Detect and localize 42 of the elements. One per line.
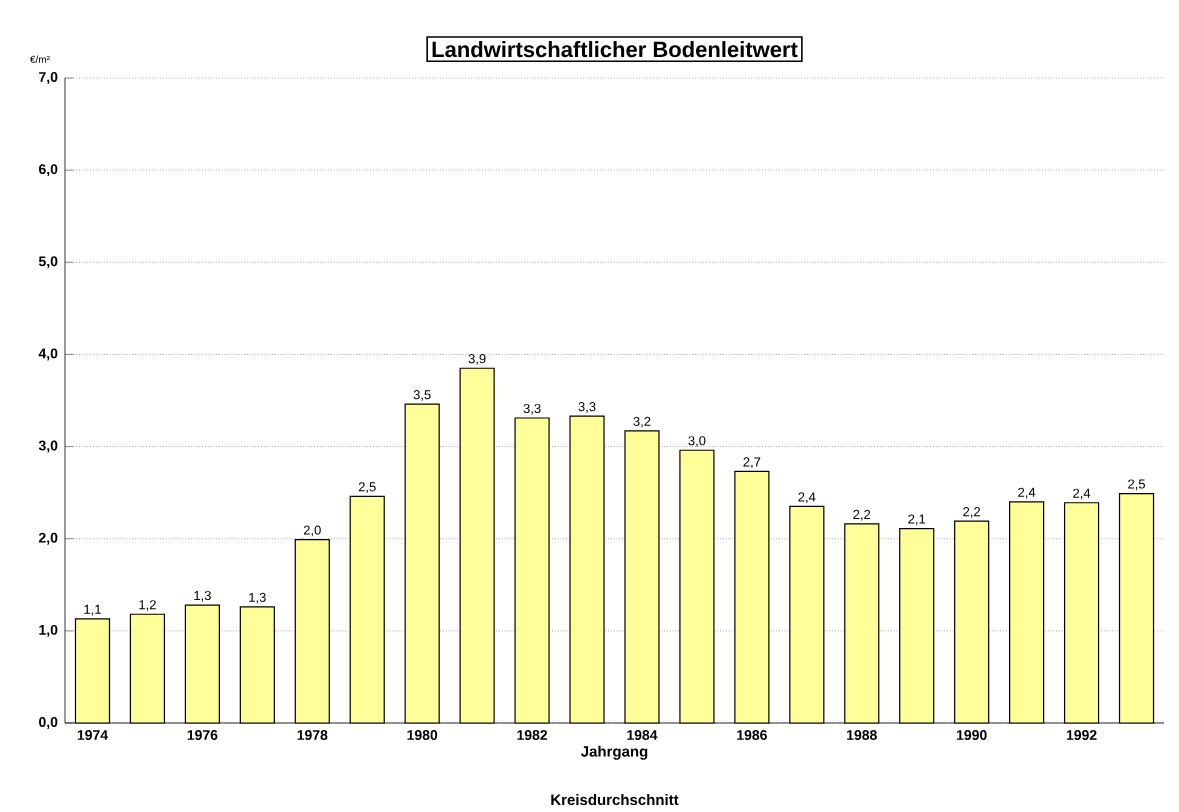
data-label: 2,0 — [303, 525, 321, 537]
x-tick-label: 1982 — [517, 730, 548, 741]
data-label: 2,4 — [1018, 487, 1036, 499]
data-label: 3,2 — [633, 416, 651, 428]
y-tick-label: 5,0 — [38, 256, 58, 269]
data-label: 2,2 — [963, 507, 981, 518]
y-axis-title: €/m² — [30, 55, 50, 64]
data-label: 3,3 — [578, 402, 596, 413]
x-tick-label: 1992 — [1066, 730, 1097, 741]
data-label: 1,3 — [194, 591, 211, 602]
y-tick-label: 0,0 — [39, 717, 58, 730]
x-axis-title: Jahrgang — [580, 745, 648, 760]
chart-title: Landwirtschaftlicher Bodenleitwert — [432, 41, 798, 58]
x-tick-label: 1988 — [847, 730, 877, 741]
x-tick-label: 1980 — [407, 730, 438, 741]
y-tick-label: 6,0 — [38, 164, 58, 177]
y-tick-label: 4,0 — [38, 348, 58, 361]
data-label: 1,3 — [249, 592, 266, 604]
y-tick-label: 2,0 — [38, 532, 58, 545]
y-tick-label: 7,0 — [39, 72, 58, 85]
data-label: 3,3 — [523, 404, 541, 415]
data-label: 2,4 — [1073, 488, 1091, 500]
data-label: 3,9 — [468, 354, 486, 365]
y-tick-label: 3,0 — [38, 440, 58, 453]
data-label: 2,4 — [798, 492, 816, 504]
x-tick-label: 1990 — [956, 730, 987, 741]
data-label: 1,2 — [139, 600, 156, 611]
data-label: 2,5 — [358, 482, 376, 494]
x-tick-label: 1976 — [187, 730, 218, 741]
text: Kreisdurchschnitt — [551, 794, 679, 806]
data-label: 2,5 — [1128, 479, 1146, 491]
x-tick-label: 1984 — [627, 730, 658, 741]
y-tick-label: 1,0 — [39, 625, 58, 637]
data-label: 2,1 — [908, 514, 926, 526]
data-label: 3,5 — [413, 390, 431, 401]
data-label: 2,7 — [743, 457, 761, 469]
data-label: 3,0 — [688, 436, 706, 447]
x-tick-label: 1986 — [737, 730, 767, 741]
data-label: 2,2 — [853, 509, 871, 521]
x-tick-label: 1978 — [297, 730, 328, 741]
data-label: 1,1 — [84, 604, 101, 616]
x-tick-label: 1974 — [77, 730, 108, 741]
